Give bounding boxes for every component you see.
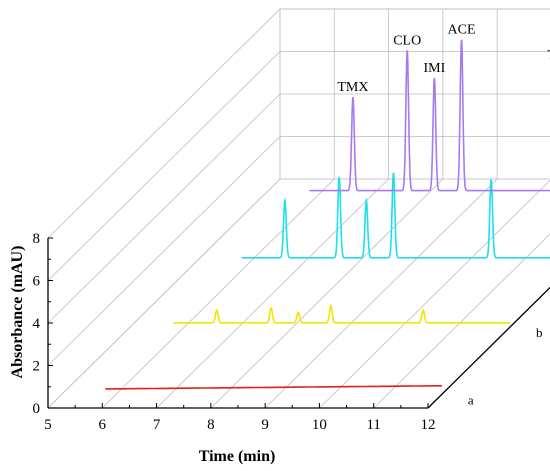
peak-label-tmx: TMX: [337, 80, 368, 95]
peak-label-clo: CLO: [393, 33, 421, 48]
peak-label-thi: THI: [548, 48, 550, 63]
floor-gridline: [156, 178, 389, 409]
axes: [47, 237, 550, 409]
x-tick-label: 7: [153, 417, 161, 433]
trace-label-a: a: [468, 392, 474, 407]
x-tick-label: 12: [421, 417, 436, 433]
x-tick-label: 8: [207, 417, 215, 433]
y-tick-label: 0: [33, 401, 41, 417]
x-tick-label: 6: [99, 417, 107, 433]
x-tick-label: 10: [312, 417, 327, 433]
depth-axis-line: [427, 286, 550, 409]
x-axis-title: Time (min): [199, 448, 276, 465]
peak-label-ace: ACE: [448, 23, 476, 38]
trace-a: [105, 384, 442, 390]
x-tick-label: 5: [44, 417, 52, 433]
grid: [47, 8, 550, 409]
floor-gridline: [319, 179, 550, 409]
x-tick-label: 11: [366, 417, 380, 433]
floor-gridline: [210, 178, 444, 409]
trace-label-b: b: [536, 325, 543, 340]
y-axis-title: Absorbance (mAU): [9, 246, 26, 379]
floor-gridline: [264, 178, 498, 409]
floor-gridline: [47, 178, 281, 409]
peak-label-imi: IMI: [423, 61, 445, 76]
x-tick-label: 9: [261, 417, 269, 433]
labels: Time (min) Absorbance (mAU) 5 6 7 8 9 10 11 12 0…: [9, 23, 550, 465]
trace-c: [241, 172, 550, 259]
y-tick-label: 8: [33, 231, 41, 247]
floor-gridline: [373, 233, 550, 409]
y-tick-label: 2: [33, 359, 41, 375]
trace-d: [309, 39, 550, 192]
y-tick-label: 6: [33, 274, 41, 290]
side-gridline: [47, 93, 281, 324]
y-tick-label: 4: [33, 316, 41, 332]
side-gridline: [47, 136, 281, 366]
traces: [105, 39, 550, 390]
floor-gridline: [102, 178, 335, 409]
side-gridline: [47, 51, 281, 281]
trace-b: [173, 304, 510, 324]
